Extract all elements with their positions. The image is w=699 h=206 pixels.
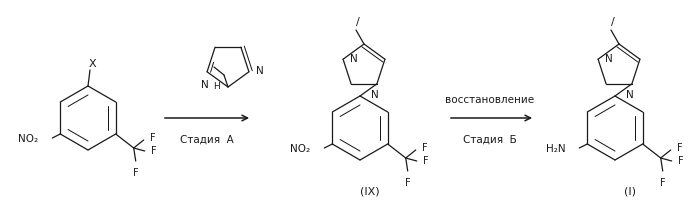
Text: Стадия  Б: Стадия Б xyxy=(463,135,517,145)
Text: F: F xyxy=(133,168,138,178)
Text: NO₂: NO₂ xyxy=(290,144,310,154)
Text: /: / xyxy=(356,17,360,27)
Text: F: F xyxy=(677,143,682,153)
Text: N: N xyxy=(201,80,209,90)
Text: восстановление: восстановление xyxy=(445,95,535,105)
Text: H₂N: H₂N xyxy=(546,144,565,154)
Text: (IX): (IX) xyxy=(360,187,380,197)
Text: F: F xyxy=(405,178,410,188)
Text: F: F xyxy=(421,143,427,153)
Text: H: H xyxy=(213,82,219,91)
Text: F: F xyxy=(678,156,684,166)
Text: N: N xyxy=(371,90,379,100)
Text: F: F xyxy=(423,156,428,166)
Text: X: X xyxy=(88,59,96,69)
Text: /: / xyxy=(210,61,214,74)
Text: F: F xyxy=(150,133,155,143)
Text: N: N xyxy=(350,54,358,64)
Text: NO₂: NO₂ xyxy=(18,134,38,144)
Text: (I): (I) xyxy=(624,187,636,197)
Text: Стадия  А: Стадия А xyxy=(180,135,234,145)
Text: N: N xyxy=(605,54,613,64)
Text: F: F xyxy=(660,178,665,188)
Text: /: / xyxy=(611,17,615,27)
Text: N: N xyxy=(626,90,634,100)
Text: F: F xyxy=(151,146,157,156)
Text: N: N xyxy=(256,66,264,76)
